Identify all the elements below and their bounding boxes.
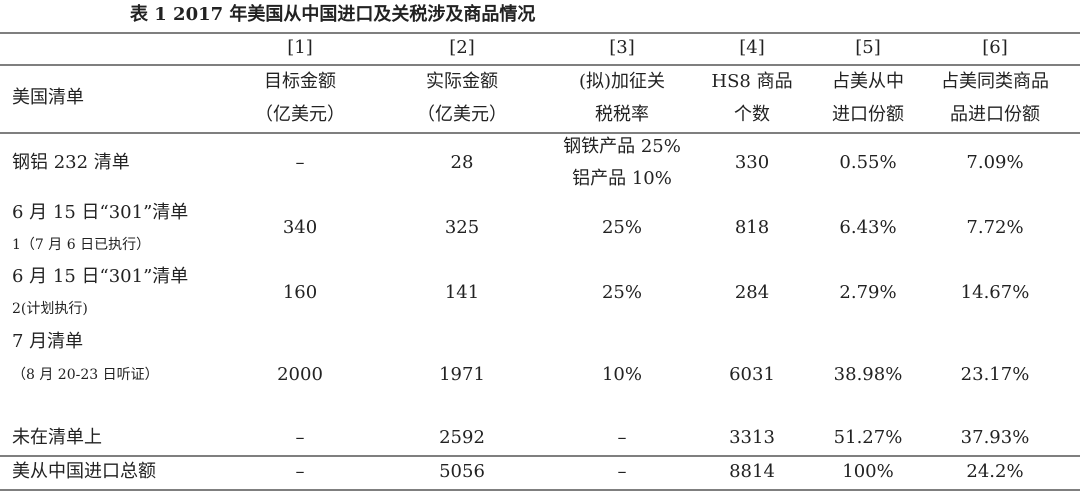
row-label: 1（7 月 6 日已执行） xyxy=(12,237,150,253)
column-header: 目标金额 xyxy=(264,71,336,92)
column-header: 进口份额 xyxy=(832,104,904,125)
cell: 25% xyxy=(602,282,642,303)
cell: 141 xyxy=(445,282,479,303)
column-header: 品进口份额 xyxy=(950,104,1040,125)
row-label: 2(计划执行) xyxy=(12,301,88,317)
column-header: 占美从中 xyxy=(832,71,904,92)
cell: 24.2% xyxy=(966,461,1023,482)
cell: 2000 xyxy=(277,364,323,385)
row-label: 7 月清单 xyxy=(12,331,83,352)
column-number: [5] xyxy=(855,37,881,58)
cell: 6.43% xyxy=(839,217,896,238)
cell: 37.93% xyxy=(961,427,1030,448)
column-number: [6] xyxy=(982,37,1008,58)
cell: 325 xyxy=(445,217,479,238)
row-label: 6 月 15 日“301”清单 xyxy=(12,202,188,223)
cell: 340 xyxy=(283,217,317,238)
column-header: 实际金额 xyxy=(426,71,498,92)
column-header: 个数 xyxy=(734,104,770,125)
cell: – xyxy=(618,461,627,482)
cell: 7.09% xyxy=(966,152,1023,173)
row-label: 钢铝 232 清单 xyxy=(12,152,130,173)
cell: 2592 xyxy=(439,427,485,448)
column-number: [4] xyxy=(739,37,765,58)
column-header: 占美同类商品 xyxy=(941,71,1049,92)
row-label: 美从中国进口总额 xyxy=(12,461,156,482)
cell: 5056 xyxy=(439,461,485,482)
cell: 7.72% xyxy=(966,217,1023,238)
cell: 0.55% xyxy=(839,152,896,173)
cell: 3313 xyxy=(729,427,775,448)
column-number: [2] xyxy=(449,37,475,58)
column-header: （亿美元） xyxy=(417,104,507,125)
cell: 28 xyxy=(451,152,474,173)
column-number: [1] xyxy=(287,37,313,58)
cell: 8814 xyxy=(729,461,775,482)
cell: 51.27% xyxy=(834,427,903,448)
row-label: （8 月 20-23 日听证） xyxy=(12,367,159,383)
column-number: [3] xyxy=(609,37,635,58)
row-label: 6 月 15 日“301”清单 xyxy=(12,266,188,287)
cell: – xyxy=(296,152,305,173)
cell: – xyxy=(296,461,305,482)
cell: 160 xyxy=(283,282,317,303)
table-title: 表 1 2017 年美国从中国进口及关税涉及商品情况 xyxy=(130,3,535,25)
cell: 100% xyxy=(842,461,893,482)
cell: 10% xyxy=(602,364,642,385)
cell: 38.98% xyxy=(834,364,903,385)
header-first: 美国清单 xyxy=(12,87,84,108)
cell: 818 xyxy=(735,217,769,238)
cell: – xyxy=(296,427,305,448)
cell: 钢铁产品 25% xyxy=(563,136,681,157)
cell: 23.17% xyxy=(961,364,1030,385)
column-header: (拟)加征关 xyxy=(579,71,665,92)
cell: 2.79% xyxy=(839,282,896,303)
row-label: 未在清单上 xyxy=(12,427,102,448)
cell: 25% xyxy=(602,217,642,238)
cell: 1971 xyxy=(439,364,485,385)
cell: – xyxy=(618,427,627,448)
cell: 330 xyxy=(735,152,769,173)
column-header: 税税率 xyxy=(595,104,649,125)
cell: 284 xyxy=(735,282,769,303)
cell: 铝产品 10% xyxy=(572,168,672,189)
cell: 6031 xyxy=(729,364,775,385)
column-header: HS8 商品 xyxy=(711,71,792,92)
cell: 14.67% xyxy=(961,282,1030,303)
column-header: （亿美元） xyxy=(255,104,345,125)
